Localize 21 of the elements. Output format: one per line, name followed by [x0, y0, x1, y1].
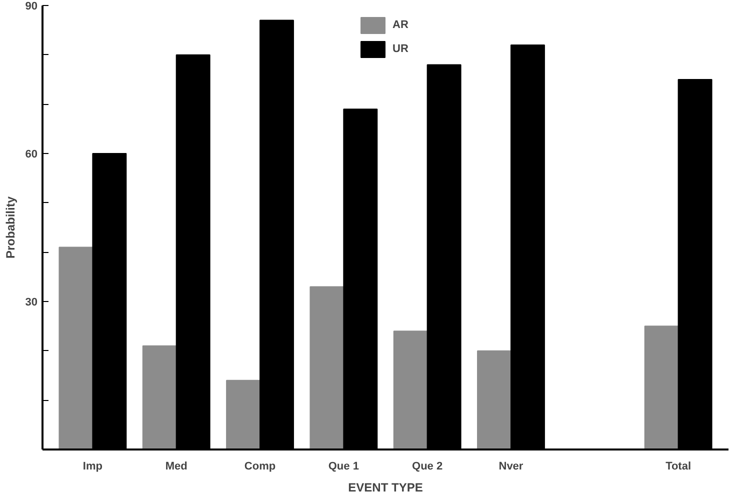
x-tick-label: Imp: [82, 460, 103, 472]
x-tick-label: Med: [165, 460, 188, 472]
y-tick-label: 30: [25, 296, 38, 308]
bar: [142, 345, 177, 450]
bar: [644, 326, 679, 450]
legend-label: UR: [392, 43, 410, 55]
bar: [58, 246, 94, 450]
bar: [393, 330, 428, 450]
bar: [477, 350, 512, 450]
bar: [226, 380, 261, 450]
x-tick-label: Nver: [498, 460, 524, 472]
legend-label: AR: [392, 19, 410, 31]
x-axis-title: EVENT TYPE: [348, 480, 423, 494]
x-tick-label: Comp: [244, 460, 276, 472]
x-tick-label: Total: [666, 460, 692, 472]
x-tick-label: Que 1: [328, 460, 359, 472]
y-axis-title: Probability: [3, 196, 18, 259]
y-tick-label: 60: [25, 148, 38, 160]
bar: [310, 286, 344, 450]
y-tick-label: 90: [25, 0, 38, 12]
x-tick-label: Que 2: [412, 460, 443, 472]
